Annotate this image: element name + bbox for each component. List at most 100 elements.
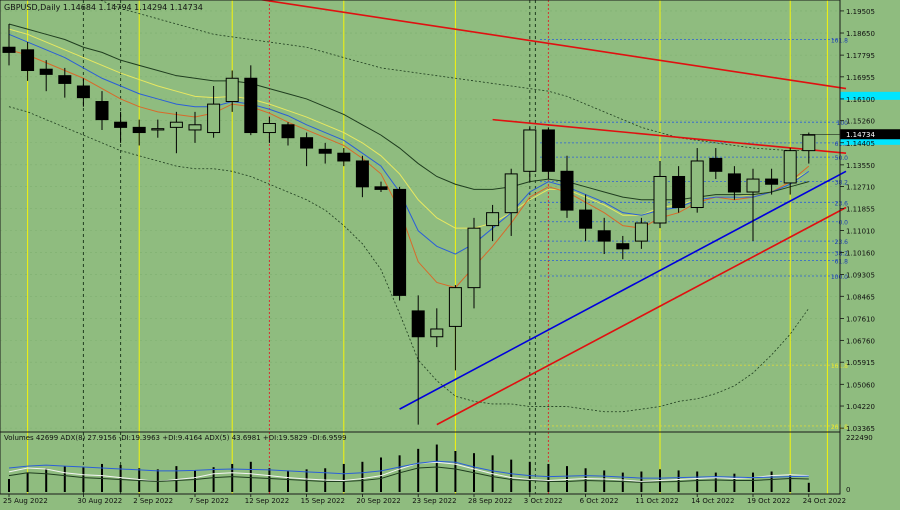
candle-body[interactable] <box>579 209 593 229</box>
current-price-tag <box>840 129 900 140</box>
price-axis-label: 1.06760 <box>846 337 875 345</box>
candle-body[interactable] <box>207 103 221 134</box>
candle-body[interactable] <box>448 287 462 327</box>
candle-body[interactable] <box>541 129 555 172</box>
time-axis-label: 12 Sep 2022 <box>245 497 289 505</box>
candle-body[interactable] <box>411 310 425 338</box>
candle-body[interactable] <box>672 175 686 209</box>
candle-body[interactable] <box>318 148 332 154</box>
candle-body[interactable] <box>634 222 648 242</box>
candle-body[interactable] <box>95 101 109 121</box>
time-axis-label: 6 Oct 2022 <box>580 497 619 505</box>
price-highlight-band <box>840 91 900 100</box>
price-axis-label: 1.11010 <box>846 228 875 236</box>
candle-body[interactable] <box>262 122 276 134</box>
price-axis-label: 1.05060 <box>846 381 875 389</box>
candle-body[interactable] <box>169 121 183 128</box>
fib-level-label: 100.0 <box>831 274 848 281</box>
candle-body[interactable] <box>802 134 816 152</box>
candle-body[interactable] <box>114 121 128 128</box>
price-axis-label: 1.16955 <box>846 74 875 82</box>
candle-body[interactable] <box>709 157 723 172</box>
time-axis-label: 30 Aug 2022 <box>77 497 122 505</box>
fib-level-label: 38.2 <box>835 180 849 187</box>
price-highlight-band <box>840 136 900 145</box>
price-axis-label: 1.18650 <box>846 30 875 38</box>
price-axis-label: 1.11855 <box>846 206 875 214</box>
candle-body[interactable] <box>765 178 779 185</box>
price-axis: 1.19505 1.18650 1.17795 1.16955 1.16100 1.152… <box>800 8 900 433</box>
candle-body[interactable] <box>523 129 537 172</box>
fib-level-label: 23.6 <box>835 239 849 246</box>
fib-level-label: 38.2 <box>835 251 849 258</box>
time-axis-label: 19 Oct 2022 <box>747 497 790 505</box>
candle-body[interactable] <box>430 328 444 338</box>
volume-min-label: 0 <box>846 486 850 494</box>
candle-body[interactable] <box>39 68 53 75</box>
candle-body[interactable] <box>337 152 351 162</box>
trendline <box>492 118 847 155</box>
trendlines <box>257 0 847 426</box>
candle-body[interactable] <box>746 178 760 193</box>
candle-body[interactable] <box>76 85 90 99</box>
trendline <box>399 170 847 410</box>
candle-body[interactable] <box>504 173 518 214</box>
time-axis-label: 7 Sep 2022 <box>189 497 229 505</box>
fib-level-label: 161.8 <box>831 37 848 44</box>
volume-max-label: 222490 <box>846 434 873 442</box>
fib-level-label: 100 <box>837 120 849 127</box>
symbol-header: GBPUSD,Daily 1.14684 1.14794 1.14294 1.1… <box>4 3 203 12</box>
fibonacci-levels: 161.810061.850.038.223.60.023.638.261.81… <box>540 37 849 431</box>
candle-body[interactable] <box>132 126 146 134</box>
trendline <box>436 206 847 426</box>
candle-body[interactable] <box>486 212 500 227</box>
candle-body[interactable] <box>467 227 481 289</box>
candle-body[interactable] <box>374 186 388 190</box>
candle-body[interactable] <box>188 124 202 131</box>
candle-body[interactable] <box>300 137 314 149</box>
candle-body[interactable] <box>727 173 741 193</box>
fib-level-label: 0.0 <box>838 220 848 227</box>
price-axis-label: 1.08465 <box>846 293 875 301</box>
time-axis-label: 2 Sep 2022 <box>133 497 173 505</box>
current-price-label: 1.14734 <box>846 131 875 139</box>
candle-body[interactable] <box>58 75 72 84</box>
candle-body[interactable] <box>393 188 407 296</box>
candle-body[interactable] <box>690 160 704 209</box>
price-axis-label: 1.03365 <box>846 425 875 433</box>
candle-body[interactable] <box>597 230 611 242</box>
price-axis-label: 1.19505 <box>846 8 875 16</box>
fib-level-label: 61.8 <box>835 258 849 265</box>
candle-body[interactable] <box>616 243 630 250</box>
price-axis-label: 1.09305 <box>846 272 875 280</box>
candles <box>2 23 816 425</box>
time-axis-label: 15 Sep 2022 <box>301 497 345 505</box>
price-axis-label: 1.17795 <box>846 52 875 60</box>
fib-level-label: 23.6 <box>835 200 849 207</box>
candle-body[interactable] <box>2 46 16 53</box>
candle-body[interactable] <box>151 128 165 131</box>
indicator-line <box>8 461 809 482</box>
price-axis-label: 1.10160 <box>846 249 875 257</box>
candle-body[interactable] <box>355 160 369 188</box>
time-axis-label: 14 Oct 2022 <box>691 497 734 505</box>
time-axis-label: 25 Aug 2022 <box>3 497 48 505</box>
time-axis-label: 28 Sep 2022 <box>468 497 512 505</box>
candle-body[interactable] <box>281 124 295 139</box>
price-axis-label: 1.13550 <box>846 162 875 170</box>
price-axis-label: 1.14405 <box>846 140 875 148</box>
candle-body[interactable] <box>21 49 35 72</box>
time-axis-label: 20 Sep 2022 <box>356 497 400 505</box>
price-axis-label: 1.16100 <box>846 96 875 104</box>
candle-body[interactable] <box>560 170 574 211</box>
candle-body[interactable] <box>244 77 258 134</box>
candle-body[interactable] <box>653 175 667 224</box>
time-axis: 25 Aug 2022 30 Aug 2022 2 Sep 2022 7 Sep 20… <box>3 494 846 505</box>
candle-body[interactable] <box>225 77 239 103</box>
trendline <box>257 0 847 90</box>
price-axis-label: 1.07610 <box>846 315 875 323</box>
candle-body[interactable] <box>783 150 797 184</box>
volume-panel: 222490 0 <box>8 434 873 494</box>
